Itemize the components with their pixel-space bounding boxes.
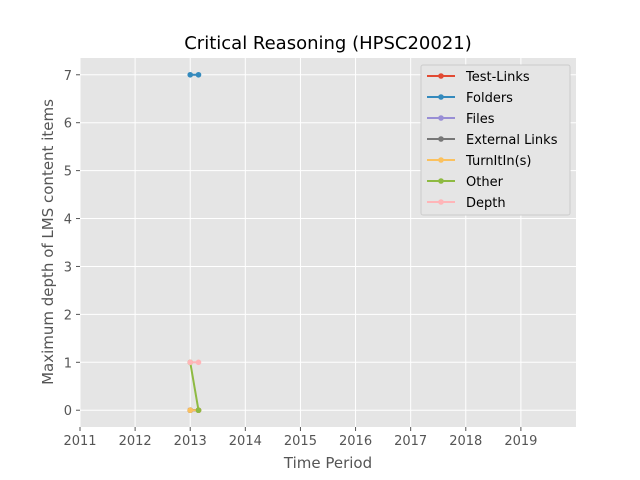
- legend-marker: [438, 199, 444, 205]
- y-tick-label: 2: [64, 308, 72, 323]
- x-tick-label: 2017: [394, 434, 427, 449]
- legend-box: [420, 64, 571, 216]
- y-tick-label: 4: [64, 213, 72, 228]
- series-6: [187, 359, 202, 366]
- legend-marker: [438, 157, 444, 163]
- y-tick-label: 5: [64, 165, 72, 180]
- x-tick-label: 2012: [119, 434, 152, 449]
- legend-marker: [438, 94, 444, 100]
- series-layer: [187, 71, 202, 414]
- x-axis-label: Time Period: [283, 454, 372, 472]
- y-tick-label: 3: [64, 260, 72, 275]
- x-tick-label: 2019: [504, 434, 537, 449]
- series-1: [187, 71, 202, 78]
- legend-label: Folders: [466, 91, 513, 106]
- legend-entry: Files: [427, 112, 495, 127]
- x-tick-label: 2014: [229, 434, 262, 449]
- legend: Test-Links Folders Files External Links Turn…: [420, 64, 571, 216]
- series-line: [189, 362, 200, 411]
- legend-marker: [438, 178, 444, 184]
- legend-entry: Other: [427, 175, 504, 190]
- data-point: [187, 407, 194, 414]
- legend-label: Other: [466, 175, 504, 190]
- x-tick-label: 2018: [449, 434, 482, 449]
- legend-marker: [438, 115, 444, 121]
- legend-marker: [438, 73, 444, 79]
- y-axis-label: Maximum depth of LMS content items: [39, 99, 57, 385]
- legend-entry: Test-Links: [427, 70, 530, 85]
- y-tick-label: 1: [64, 356, 72, 371]
- y-tick-label: 6: [64, 117, 72, 132]
- legend-entry: TurnItIn(s): [427, 154, 531, 169]
- data-point: [187, 359, 194, 366]
- data-point: [195, 359, 202, 366]
- legend-entry: Depth: [427, 196, 506, 211]
- legend-label: Test-Links: [465, 70, 530, 85]
- data-point: [195, 407, 202, 414]
- legend-entry: Folders: [427, 91, 513, 106]
- legend-label: Depth: [466, 196, 506, 211]
- y-tick-label: 7: [64, 69, 72, 84]
- data-point: [195, 71, 202, 78]
- legend-marker: [438, 136, 444, 142]
- chart-title: Critical Reasoning (HPSC20021): [184, 33, 472, 54]
- x-tick-label: 2016: [339, 434, 372, 449]
- legend-label: Files: [466, 112, 495, 127]
- legend-label: External Links: [466, 133, 558, 148]
- x-tick-label: 2011: [63, 434, 96, 449]
- x-tick-label: 2015: [284, 434, 317, 449]
- legend-entry: External Links: [427, 133, 558, 148]
- x-tick-label: 2013: [174, 434, 207, 449]
- y-tick-label: 0: [64, 404, 72, 419]
- x-axis-ticks: 2011 2012 2013 2014 2015 2016 2017 2018 2019: [63, 427, 537, 449]
- data-point: [187, 71, 194, 78]
- legend-label: TurnItIn(s): [465, 154, 531, 169]
- y-axis-ticks: 0 1 2 3 4 5 6 7: [64, 69, 80, 419]
